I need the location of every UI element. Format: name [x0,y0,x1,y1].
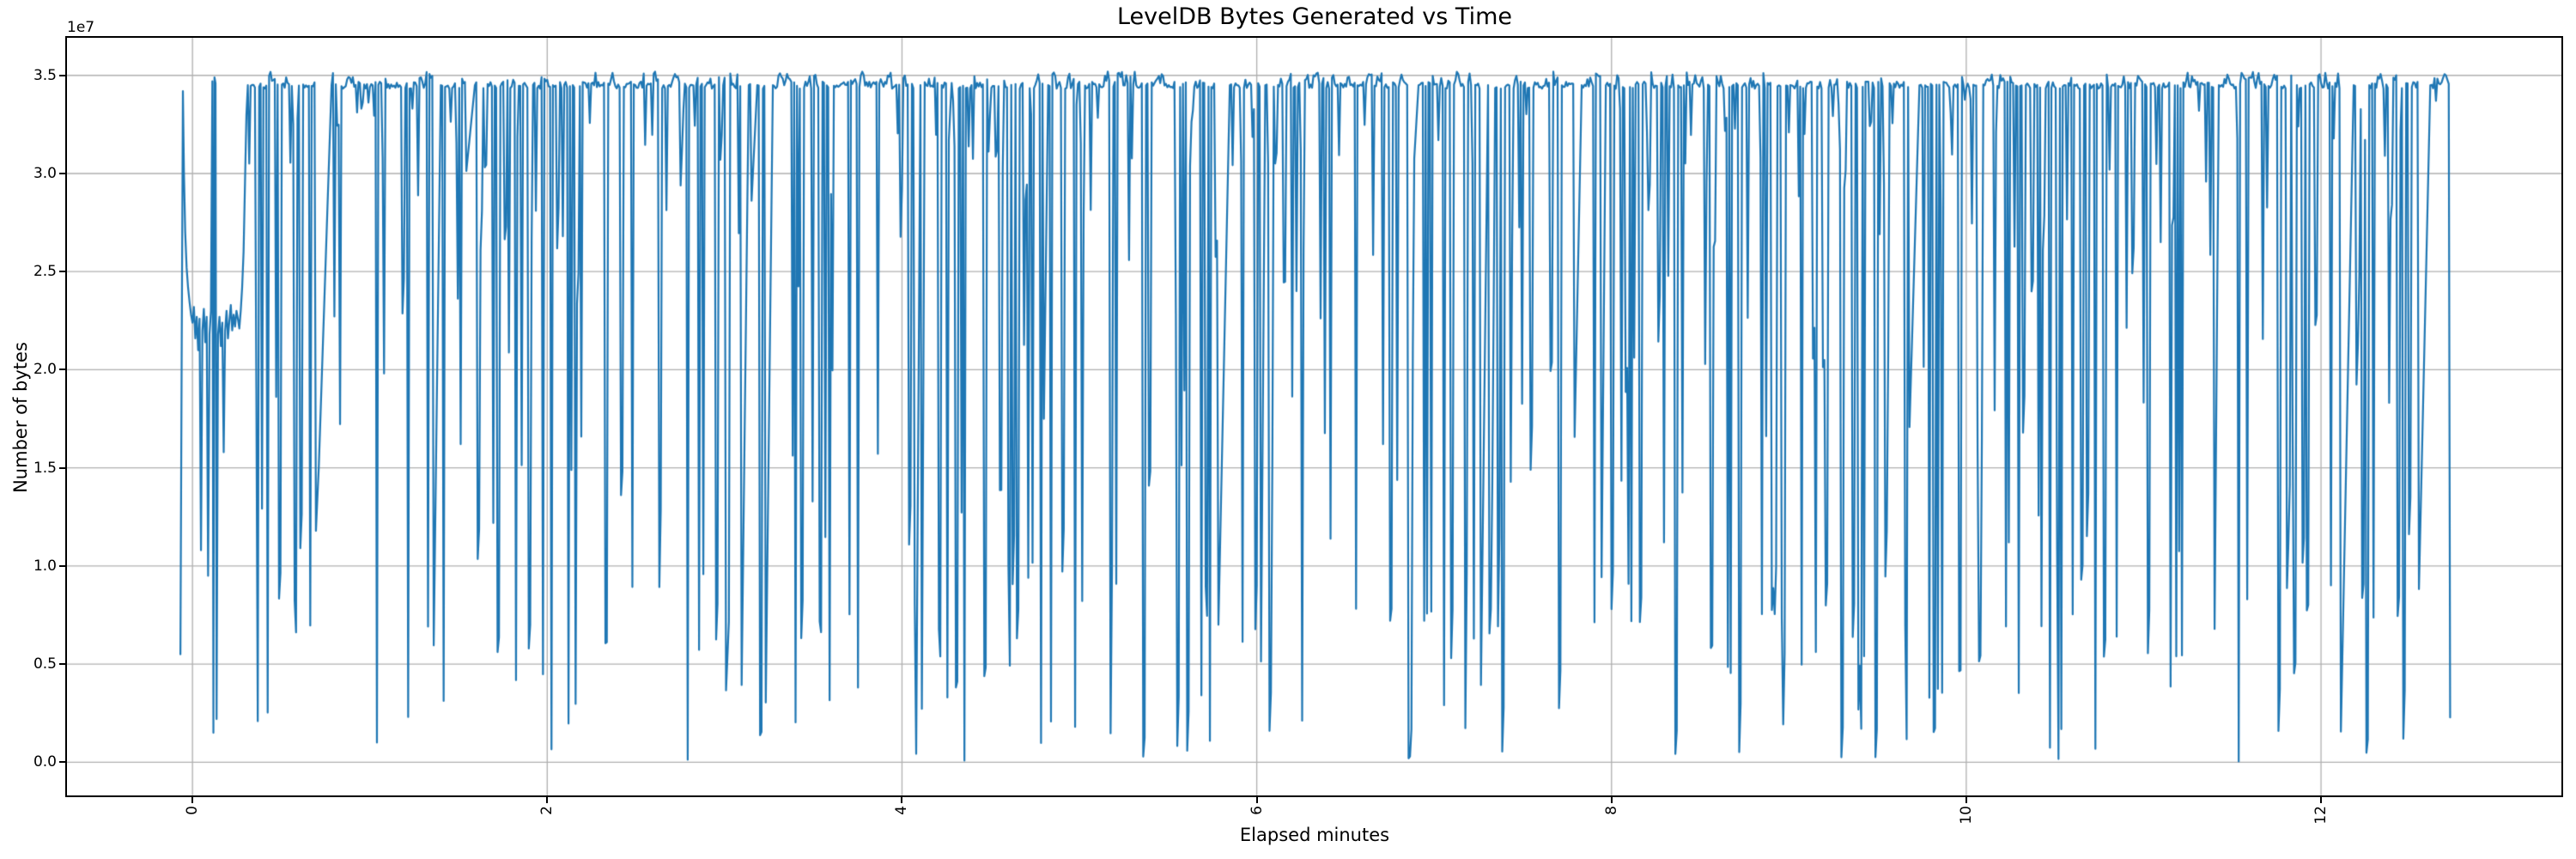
y-tick-mark [59,369,65,371]
y-tick-mark [59,271,65,273]
y-tick-mark [59,761,65,764]
y-tick-mark [59,466,65,469]
x-tick-label: 4 [893,806,911,815]
y-tick-label: 2.0 [33,361,57,379]
y-tick-label: 0.5 [33,655,57,673]
x-tick-mark [1965,796,1967,803]
y-tick-label: 0.0 [33,753,57,771]
y-tick-label: 1.5 [33,459,57,477]
x-tick-mark [901,796,903,803]
x-tick-mark [191,796,194,803]
x-tick-mark [2320,796,2323,803]
y-tick-mark [59,172,65,174]
chart-title: LevelDB Bytes Generated vs Time [1116,3,1513,30]
y-tick-label: 2.5 [33,263,57,281]
x-tick-label: 6 [1248,806,1266,815]
x-tick-label: 0 [184,806,202,815]
y-tick-label: 3.5 [33,66,57,84]
y-tick-mark [59,74,65,76]
x-tick-mark [546,796,549,803]
y-tick-label: 1.0 [33,557,57,575]
x-tick-mark [1255,796,1258,803]
y-axis-offset-text: 1e7 [67,19,95,36]
y-tick-mark [59,663,65,666]
x-axis-label: Elapsed minutes [1239,825,1390,845]
x-tick-mark [1610,796,1613,803]
x-tick-label: 10 [1957,806,1975,825]
x-tick-label: 2 [538,806,556,815]
x-tick-label: 8 [1602,806,1620,815]
y-axis-label: Number of bytes [10,342,31,493]
y-tick-label: 3.0 [33,164,57,182]
x-tick-label: 12 [2312,806,2330,825]
y-tick-mark [59,564,65,567]
